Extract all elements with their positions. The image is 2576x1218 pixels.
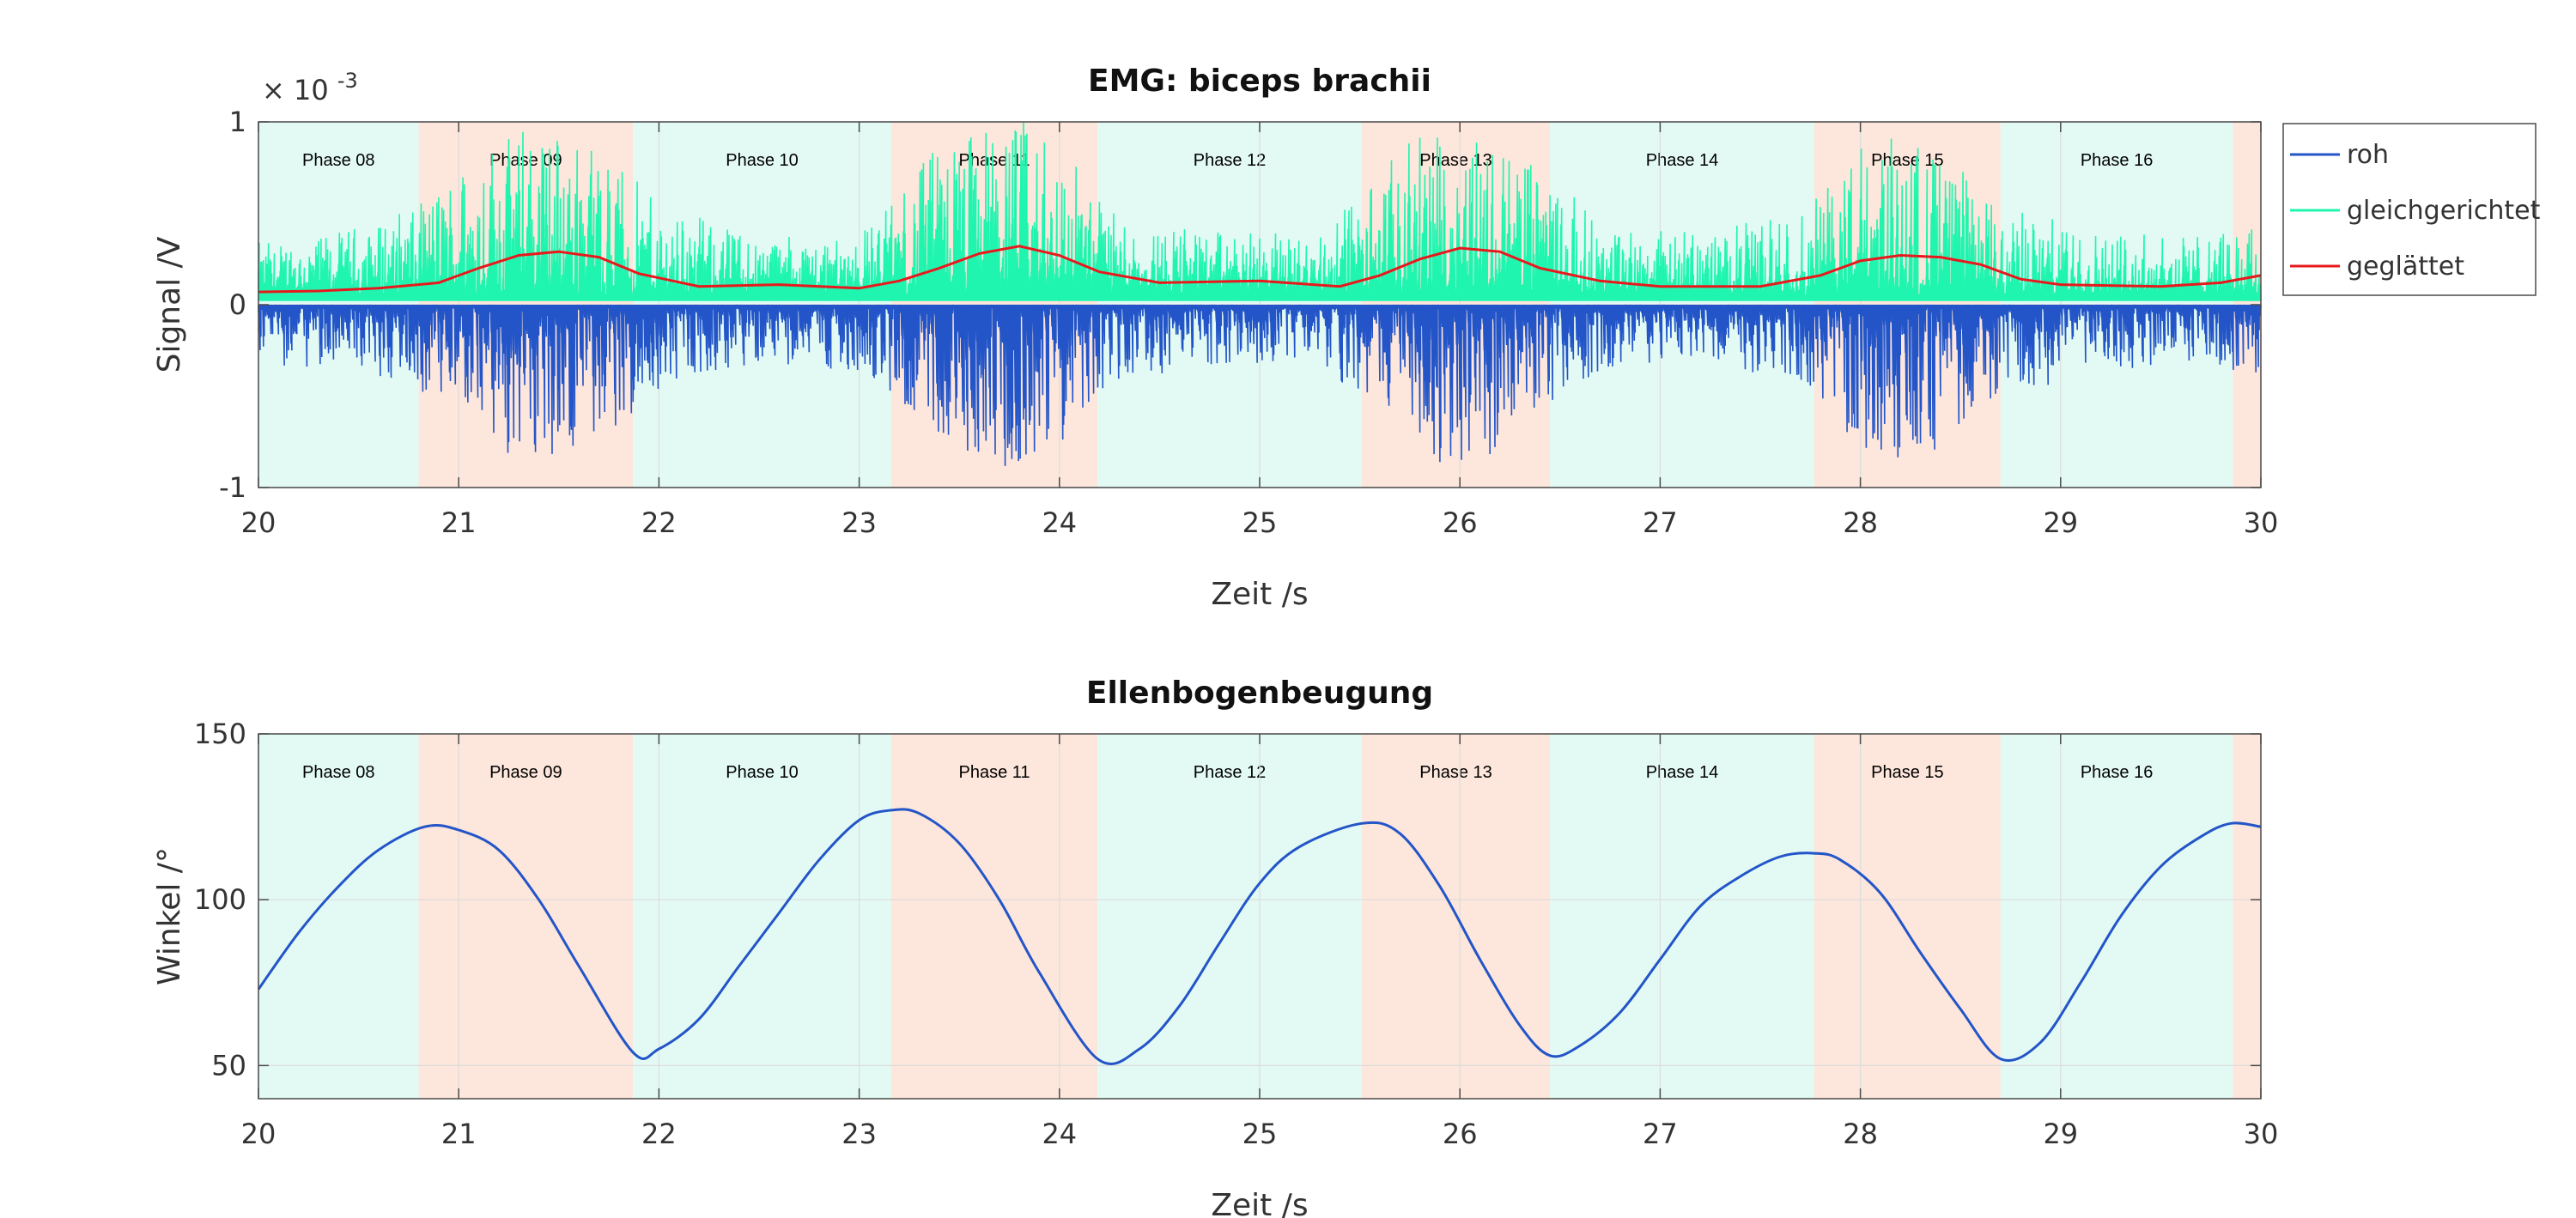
phase-region [1550, 734, 1814, 1099]
x-tick-label: 25 [1242, 1118, 1278, 1150]
legend-label: geglättet [2347, 251, 2464, 282]
y-tick-label: 1 [229, 106, 246, 138]
angle-ylabel: Winkel /° [152, 847, 187, 985]
series-smoothed [258, 245, 2262, 294]
x-tick-label: 21 [441, 506, 477, 539]
legend: roh gleichgerichtet geglättet [2282, 123, 2541, 296]
emg-series [258, 122, 2262, 466]
angle-axes: Phase 08 Phase 09 Phase 10 Phase 11 Phase 12… [152, 676, 2278, 1218]
phase-region [2000, 734, 2233, 1099]
phase-label: Phase 15 [1871, 151, 1944, 170]
phase-label: Phase 16 [2081, 763, 2154, 782]
x-tick-label: 27 [1643, 506, 1678, 539]
x-tick-label: 27 [1643, 1118, 1678, 1150]
phase-label: Phase 15 [1871, 763, 1944, 782]
series-rectified [258, 122, 2262, 301]
x-tick-label: 24 [1042, 506, 1077, 539]
y-tick-label: -1 [219, 471, 246, 504]
x-tick-label: 28 [1843, 506, 1878, 539]
x-tick-label: 22 [641, 1118, 677, 1150]
emg-title: EMG: biceps brachii [1088, 64, 1431, 99]
emg-ylabel: Signal /V [152, 236, 187, 373]
x-tick-label: 29 [2043, 506, 2078, 539]
angle-ticks: 20 21 22 23 24 25 26 27 28 29 30 50 100 150 [194, 718, 2278, 1150]
legend-label: roh [2347, 140, 2389, 170]
x-tick-label: 22 [641, 506, 677, 539]
emg-exponent-base: × 10 [262, 74, 329, 106]
phase-region [2233, 734, 2261, 1099]
phase-label: Phase 09 [489, 151, 562, 170]
emg-exponent-power: -3 [337, 69, 358, 93]
phase-region [890, 734, 1098, 1099]
phase-label: Phase 14 [1646, 763, 1719, 782]
phase-label: Phase 08 [302, 763, 375, 782]
angle-title: Ellenbogenbeugung [1086, 676, 1433, 711]
phase-label: Phase 12 [1194, 763, 1267, 782]
x-tick-label: 21 [441, 1118, 477, 1150]
phase-label: Phase 10 [726, 151, 799, 170]
angle-phase-regions: Phase 08 Phase 09 Phase 10 Phase 11 Phase 12… [258, 734, 2261, 1099]
y-tick-label: 50 [211, 1049, 246, 1082]
phase-label: Phase 08 [302, 151, 375, 170]
phase-label: Phase 14 [1646, 151, 1719, 170]
x-tick-label: 23 [841, 1118, 877, 1150]
phase-label: Phase 16 [2081, 151, 2154, 170]
phase-region [1814, 734, 2001, 1099]
phase-region [418, 734, 634, 1099]
x-tick-label: 26 [1443, 1118, 1478, 1150]
emg-ticks: 20 21 22 23 24 25 26 27 28 29 30 -1 0 1 [219, 106, 2278, 539]
phase-label: Phase 11 [958, 763, 1030, 782]
legend-label: gleichgerichtet [2347, 196, 2541, 226]
phase-label: Phase 09 [489, 763, 562, 782]
phase-label: Phase 12 [1194, 151, 1267, 170]
series-raw [258, 304, 2262, 466]
phase-region [1097, 734, 1362, 1099]
y-tick-label: 100 [194, 883, 246, 916]
x-tick-label: 30 [2244, 506, 2279, 539]
series-angle [257, 808, 2262, 1065]
emg-axes: Phase 08 Phase 09 Phase 10 Phase 11 Phase 12… [152, 64, 2278, 612]
y-tick-label: 0 [229, 288, 246, 321]
x-tick-label: 29 [2043, 1118, 2078, 1150]
x-tick-label: 26 [1443, 506, 1478, 539]
phase-region [258, 734, 419, 1099]
emg-exponent-label: × 10 -3 [262, 69, 358, 106]
emg-xlabel: Zeit /s [1211, 577, 1308, 612]
angle-xlabel: Zeit /s [1211, 1188, 1308, 1218]
x-tick-label: 28 [1843, 1118, 1878, 1150]
x-tick-label: 24 [1042, 1118, 1077, 1150]
phase-label: Phase 13 [1419, 763, 1492, 782]
x-tick-label: 23 [841, 506, 877, 539]
y-tick-label: 150 [194, 718, 246, 750]
x-tick-label: 20 [241, 506, 276, 539]
x-tick-label: 25 [1242, 506, 1278, 539]
angle-series [257, 808, 2262, 1065]
phase-region [633, 734, 891, 1099]
x-tick-label: 30 [2244, 1118, 2279, 1150]
x-tick-label: 20 [241, 1118, 276, 1150]
phase-label: Phase 10 [726, 763, 799, 782]
